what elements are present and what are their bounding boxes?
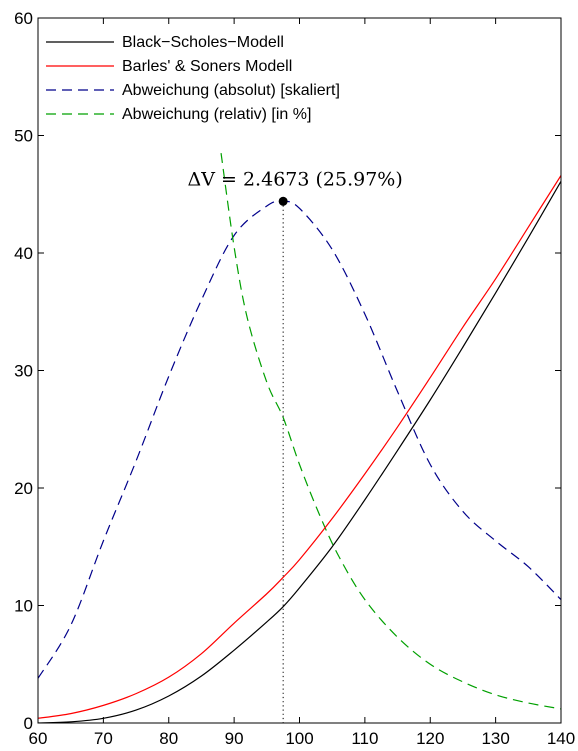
series-line-1 — [38, 175, 561, 719]
annotation-label: ΔV = 2.4673 (25.97%) — [188, 168, 403, 190]
y-tick-label: 50 — [14, 127, 33, 146]
x-tick-label: 120 — [416, 729, 444, 748]
x-tick-label: 80 — [159, 729, 178, 748]
legend-label-1: Barles' & Soners Modell — [122, 58, 292, 75]
x-tick-label: 130 — [481, 729, 509, 748]
y-tick-label: 60 — [14, 9, 33, 28]
axes: 60 70 80 90 100 110 120 130 140 0 10 20 30 40 50 60 — [14, 9, 575, 748]
legend: Black−Scholes−Modell Barles' & Soners Mod… — [46, 34, 340, 123]
x-tick-label: 70 — [94, 729, 113, 748]
series-line-3 — [220, 153, 561, 710]
annotation-marker — [278, 196, 288, 206]
legend-label-2: Abweichung (absolut) [skaliert] — [122, 82, 340, 99]
series-line-0 — [38, 181, 561, 723]
y-tick-label: 20 — [14, 479, 33, 498]
y-tick-label: 30 — [14, 362, 33, 381]
y-tick-label: 40 — [14, 244, 33, 263]
x-tick-label: 90 — [225, 729, 244, 748]
y-tick-label: 0 — [24, 714, 33, 733]
series-line-2 — [38, 200, 561, 679]
plot-frame — [37, 17, 562, 724]
annotation-layer: ΔV = 2.4673 (25.97%) — [188, 168, 403, 723]
y-tick-label: 10 — [14, 597, 33, 616]
x-tick-label: 110 — [351, 729, 378, 748]
legend-label-3: Abweichung (relativ) [in %] — [122, 106, 311, 123]
x-tick-label: 100 — [285, 729, 313, 748]
series-layer — [38, 153, 561, 723]
x-tick-label: 140 — [547, 729, 575, 748]
legend-label-0: Black−Scholes−Modell — [122, 34, 284, 51]
x-tick-label: 60 — [29, 729, 48, 748]
